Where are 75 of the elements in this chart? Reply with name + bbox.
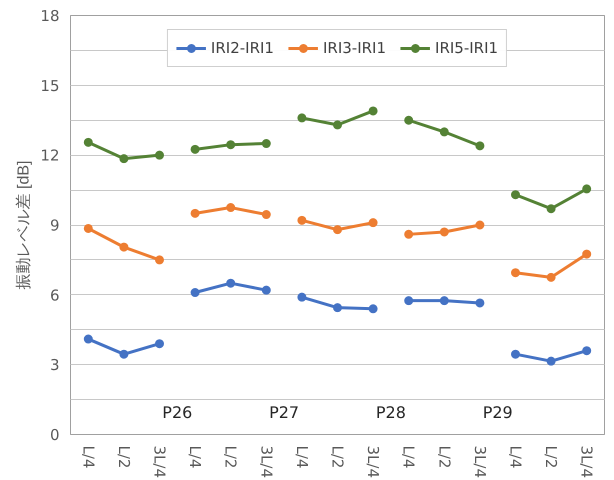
point <box>404 116 414 125</box>
point <box>546 356 556 366</box>
annotation: P29 <box>482 402 513 422</box>
point <box>440 227 449 236</box>
point <box>546 272 556 282</box>
point <box>475 141 484 150</box>
x-tick-label: L/2 <box>114 446 133 468</box>
x-tick-label: 3L/4 <box>470 446 489 478</box>
point <box>84 224 93 233</box>
x-tick-label: 3L/4 <box>257 446 276 478</box>
point <box>368 304 378 314</box>
point <box>84 138 93 147</box>
annotation: P28 <box>376 402 406 422</box>
y-tick-label: 12 <box>40 146 60 165</box>
point <box>297 113 306 122</box>
point <box>475 220 484 230</box>
point <box>262 210 271 220</box>
point <box>440 127 449 136</box>
y-tick-label: 18 <box>40 7 60 25</box>
point <box>440 296 449 306</box>
x-tick-label: L/4 <box>292 446 311 468</box>
y-axis-title: 振動レベル差 [dB] <box>14 160 32 290</box>
point <box>262 286 271 295</box>
x-tick-label: L/2 <box>542 446 560 468</box>
point <box>155 255 164 264</box>
point <box>511 190 520 200</box>
y-tick-label: 9 <box>50 216 60 234</box>
x-tick-label: L/2 <box>328 446 346 468</box>
point <box>582 184 592 194</box>
point <box>226 203 236 212</box>
legend-label: IRI2-IRI1 <box>210 39 274 57</box>
x-tick-label: 3L/4 <box>150 446 168 478</box>
point <box>262 139 271 148</box>
point <box>546 204 556 214</box>
point <box>582 250 592 259</box>
y-tick-label: 3 <box>50 356 60 374</box>
x-tick-label: L/2 <box>222 446 240 468</box>
y-tick-label: 15 <box>40 76 60 95</box>
x-tick-label: L/2 <box>435 446 454 468</box>
point <box>404 296 414 306</box>
x-tick-label: 3L/4 <box>578 446 596 478</box>
x-tick-label: L/4 <box>400 446 418 468</box>
point <box>368 106 378 116</box>
x-tick-label: 3L/4 <box>364 446 382 478</box>
point <box>333 120 342 130</box>
point <box>297 216 306 225</box>
point <box>119 350 128 359</box>
point <box>84 334 93 344</box>
point <box>333 225 342 234</box>
point <box>155 339 164 348</box>
point <box>119 154 128 164</box>
point <box>190 208 200 218</box>
annotation: P26 <box>162 402 192 422</box>
point <box>119 242 128 252</box>
point <box>582 346 592 356</box>
point <box>297 292 306 302</box>
y-tick-label: 0 <box>50 426 60 444</box>
point <box>368 218 378 228</box>
point <box>333 303 342 312</box>
y-tick-label: 6 <box>50 286 60 304</box>
point <box>511 268 520 278</box>
point <box>226 278 236 288</box>
point <box>155 150 164 160</box>
x-tick-label: L/4 <box>506 446 524 468</box>
point <box>475 298 484 308</box>
legend-label: IRI3-IRI1 <box>322 39 386 57</box>
point <box>511 350 520 359</box>
point <box>226 140 236 150</box>
point <box>404 230 414 239</box>
point <box>190 144 200 154</box>
annotation: P27 <box>269 402 300 422</box>
x-tick-label: L/4 <box>186 446 204 468</box>
legend-label: IRI5-IRI1 <box>435 39 498 57</box>
x-tick-label: L/4 <box>79 446 98 468</box>
point <box>190 288 200 297</box>
